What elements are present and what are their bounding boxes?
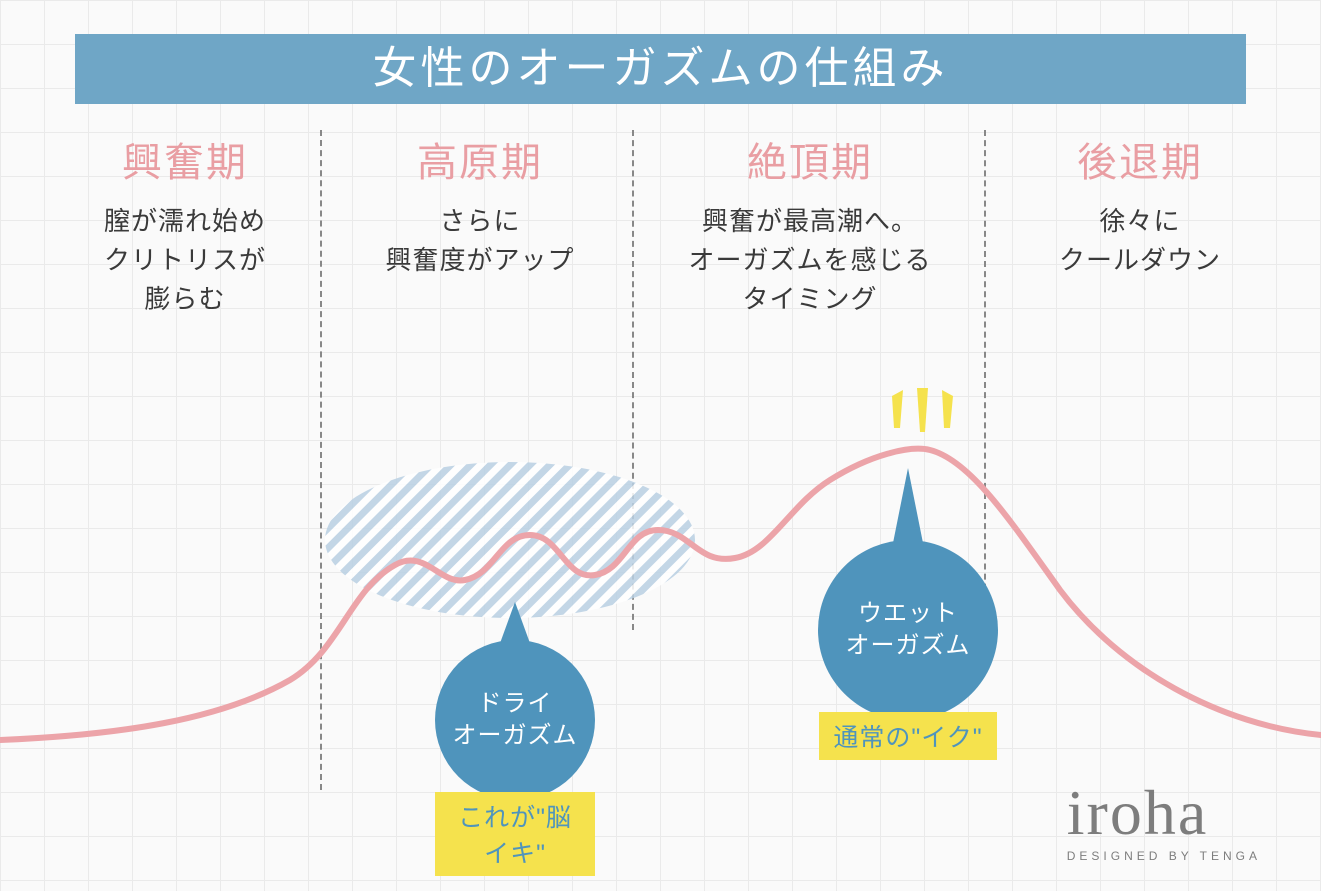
dry-orgasm-callout: ドライ オーガズム これが"脳イキ" xyxy=(435,640,595,876)
dry-line1: ドライ xyxy=(478,688,553,720)
phase-2-desc: さらに興奮度がアップ xyxy=(330,202,630,280)
phase-3-title: 絶頂期 xyxy=(640,130,980,188)
page-title: 女性のオーガズムの仕組み xyxy=(75,34,1246,104)
phase-4-title: 後退期 xyxy=(990,130,1290,188)
phase-2-title: 高原期 xyxy=(330,130,630,188)
phase-2: 高原期 さらに興奮度がアップ xyxy=(330,130,630,280)
phase-4: 後退期 徐々にクールダウン xyxy=(990,130,1290,280)
logo-sub: DESIGNED BY TENGA xyxy=(1067,849,1261,863)
phase-1: 興奮期 膣が濡れ始めクリトリスが膨らむ xyxy=(50,130,320,319)
divider-2 xyxy=(632,130,634,630)
divider-1 xyxy=(320,130,322,790)
dry-bubble: ドライ オーガズム xyxy=(435,640,595,800)
wet-bubble: ウエット オーガズム xyxy=(818,540,998,720)
wet-line2: オーガズム xyxy=(846,630,971,662)
dry-pointer-icon xyxy=(499,602,531,646)
wet-pointer-icon xyxy=(892,468,924,548)
brand-logo: iroha DESIGNED BY TENGA xyxy=(1067,781,1261,863)
logo-main: iroha xyxy=(1067,781,1261,845)
phase-1-desc: 膣が濡れ始めクリトリスが膨らむ xyxy=(50,202,320,319)
phase-3: 絶頂期 興奮が最高潮へ。オーガズムを感じるタイミング xyxy=(640,130,980,319)
wet-orgasm-callout: ウエット オーガズム 通常の"イク" xyxy=(818,540,998,760)
dry-line2: オーガズム xyxy=(453,720,578,752)
phase-4-desc: 徐々にクールダウン xyxy=(990,202,1290,280)
wet-tag: 通常の"イク" xyxy=(819,712,996,760)
phase-3-desc: 興奮が最高潮へ。オーガズムを感じるタイミング xyxy=(640,202,980,319)
phase-1-title: 興奮期 xyxy=(50,130,320,188)
wet-line1: ウエット xyxy=(858,598,958,630)
dry-tag: これが"脳イキ" xyxy=(435,792,595,876)
